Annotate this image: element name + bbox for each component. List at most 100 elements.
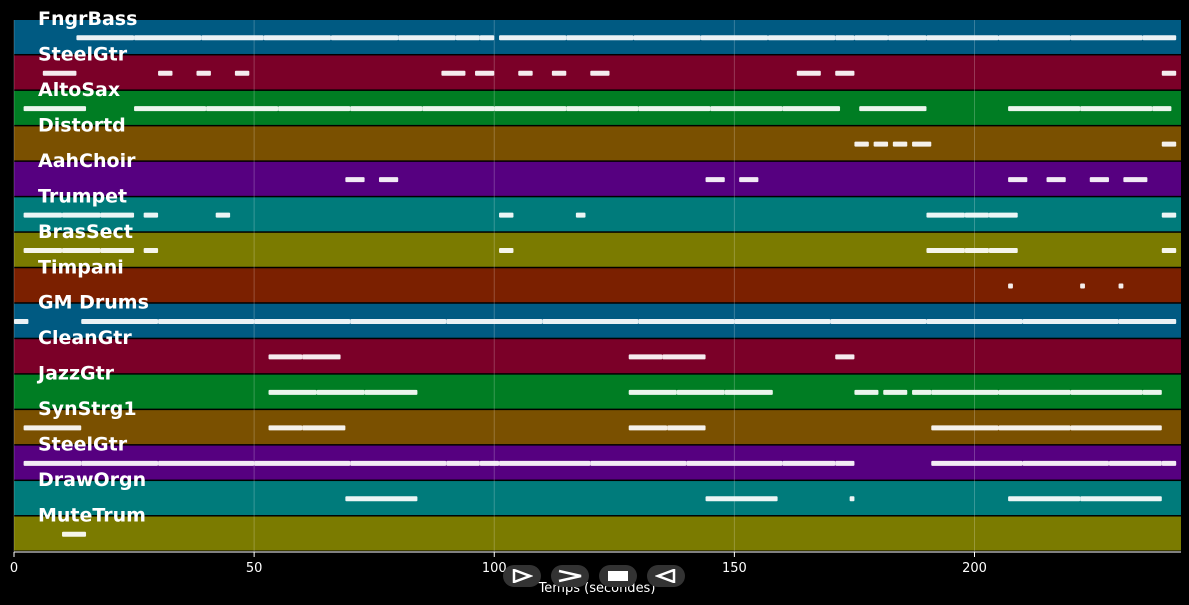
- track-lane-3: [14, 126, 1181, 161]
- note-12-8: [590, 460, 687, 466]
- note-1-10: [835, 70, 855, 76]
- note-6-0: [23, 248, 63, 254]
- note-13-1: [705, 496, 778, 502]
- note-12-2: [158, 460, 255, 466]
- note-12-10: [782, 460, 836, 466]
- note-2-7: [566, 106, 639, 112]
- playback-controls: [503, 565, 693, 587]
- note-2-14: [1152, 106, 1172, 112]
- note-0-19: [1142, 35, 1177, 41]
- note-6-5: [926, 248, 965, 254]
- note-1-5: [475, 70, 495, 76]
- note-0-3: [263, 35, 331, 41]
- note-2-11: [859, 106, 927, 112]
- note-3-4: [1161, 141, 1177, 147]
- track-lane-7: [14, 268, 1181, 303]
- note-8-8: [734, 318, 831, 324]
- note-12-1: [81, 460, 159, 466]
- track-label-0: FngrBass: [38, 8, 137, 30]
- note-4-0: [345, 177, 365, 183]
- track-label-11: SynStrg1: [38, 398, 137, 420]
- track-label-4: AahChoir: [38, 150, 136, 172]
- note-8-12: [1118, 318, 1177, 324]
- track-label-8: GM Drums: [38, 292, 149, 314]
- tracks-layer: [14, 20, 1181, 551]
- note-9-1: [302, 354, 341, 360]
- note-12-9: [686, 460, 783, 466]
- track-label-3: Distortd: [38, 114, 126, 136]
- note-7-0: [1008, 283, 1013, 289]
- note-11-0: [23, 425, 82, 431]
- note-0-15: [888, 35, 927, 41]
- note-2-12: [1008, 106, 1081, 112]
- track-label-1: SteelGtr: [38, 43, 128, 65]
- note-2-5: [422, 106, 495, 112]
- note-8-5: [446, 318, 543, 324]
- note-7-1: [1080, 283, 1085, 289]
- stop-icon: [608, 571, 628, 581]
- note-11-5: [931, 425, 999, 431]
- note-8-1: [81, 318, 159, 324]
- track-lane-14: [14, 516, 1181, 551]
- note-10-4: [676, 389, 725, 395]
- play-backward-button[interactable]: [647, 565, 685, 587]
- note-10-0: [268, 389, 317, 395]
- note-11-3: [628, 425, 668, 431]
- note-9-2: [628, 354, 663, 360]
- note-2-4: [350, 106, 423, 112]
- note-12-4: [350, 460, 447, 466]
- note-12-6: [479, 460, 500, 466]
- note-10-7: [883, 389, 908, 395]
- stop-button[interactable]: [599, 565, 637, 587]
- note-12-3: [254, 460, 351, 466]
- play-left-icon: [655, 569, 676, 583]
- note-1-11: [1161, 70, 1177, 76]
- note-8-6: [542, 318, 639, 324]
- note-1-2: [196, 70, 211, 76]
- track-label-9: CleanGtr: [38, 327, 132, 349]
- note-1-0: [42, 70, 77, 76]
- note-4-6: [1089, 177, 1109, 183]
- note-8-2: [158, 318, 255, 324]
- note-6-3: [143, 248, 159, 254]
- note-2-13: [1080, 106, 1153, 112]
- x-tick-label-1: 50: [246, 561, 263, 576]
- note-5-10: [1161, 212, 1177, 218]
- note-6-7: [988, 248, 1018, 254]
- note-12-15: [1161, 460, 1177, 466]
- note-13-2: [849, 496, 855, 502]
- note-0-11: [700, 35, 768, 41]
- note-0-8: [499, 35, 567, 41]
- note-0-9: [566, 35, 634, 41]
- note-5-7: [926, 212, 965, 218]
- track-label-7: Timpani: [38, 256, 124, 278]
- note-12-11: [835, 460, 855, 466]
- note-5-9: [988, 212, 1018, 218]
- note-1-3: [234, 70, 250, 76]
- note-6-6: [964, 248, 989, 254]
- note-0-1: [134, 35, 202, 41]
- note-0-16: [926, 35, 999, 41]
- track-label-6: BrasSect: [38, 221, 133, 243]
- fast-forward-button[interactable]: [551, 565, 589, 587]
- labels-layer: FngrBass SteelGtr AltoSax Distortd AahChoir T…: [36, 8, 149, 527]
- note-3-1: [873, 141, 889, 147]
- note-3-2: [892, 141, 908, 147]
- note-9-0: [268, 354, 303, 360]
- note-4-4: [1008, 177, 1028, 183]
- note-1-9: [796, 70, 821, 76]
- x-tick-label-0: 0: [10, 561, 18, 576]
- note-11-2: [302, 425, 346, 431]
- note-2-3: [278, 106, 351, 112]
- note-0-18: [1070, 35, 1143, 41]
- note-6-4: [499, 248, 514, 254]
- track-label-12: SteelGtr: [38, 434, 128, 456]
- note-0-17: [998, 35, 1071, 41]
- note-2-1: [134, 106, 207, 112]
- note-5-8: [964, 212, 989, 218]
- note-11-7: [1070, 425, 1162, 431]
- note-13-4: [1080, 496, 1162, 502]
- note-12-5: [446, 460, 480, 466]
- note-6-8: [1161, 248, 1177, 254]
- play-forward-button[interactable]: [503, 565, 541, 587]
